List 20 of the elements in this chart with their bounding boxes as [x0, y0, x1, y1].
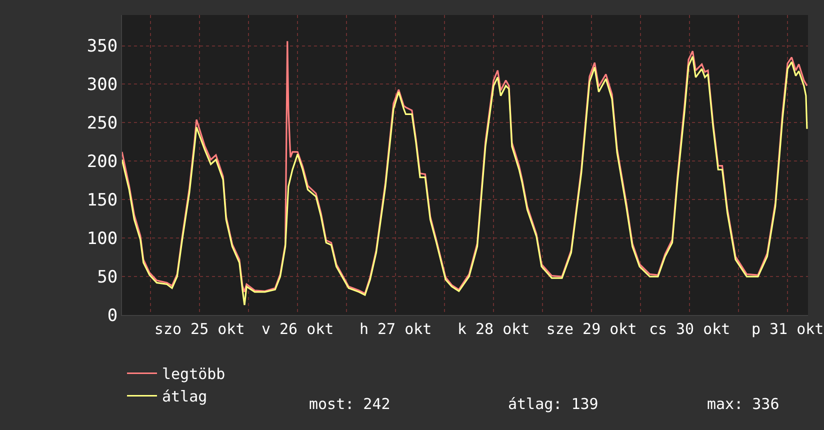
- y-tick-label: 200: [86, 152, 118, 172]
- y-tick-label: 0: [107, 306, 118, 326]
- legend-label: átlag: [162, 388, 208, 406]
- x-tick-label: v 26 okt: [261, 320, 334, 338]
- y-tick-label: 350: [86, 36, 118, 57]
- x-tick-label: cs 30 okt: [648, 320, 730, 338]
- y-tick-label: 100: [86, 229, 118, 250]
- x-tick-label: h 27 okt: [359, 320, 432, 338]
- y-tick-label: 150: [86, 190, 118, 211]
- x-tick-label: szo 25 okt: [154, 320, 245, 338]
- x-tick-label: sze 29 okt: [546, 320, 637, 338]
- x-tick-label: k 28 okt: [457, 320, 530, 338]
- text: most: 242: [309, 395, 390, 413]
- x-tick-label: p 31 okt: [751, 320, 824, 338]
- text: átlag: 139: [508, 395, 598, 413]
- legend-label: legtöbb: [162, 365, 226, 384]
- y-tick-label: 300: [86, 75, 118, 96]
- text: max: 336: [707, 395, 780, 413]
- y-tick-label: 250: [86, 114, 118, 134]
- y-tick-label: 50: [97, 267, 118, 288]
